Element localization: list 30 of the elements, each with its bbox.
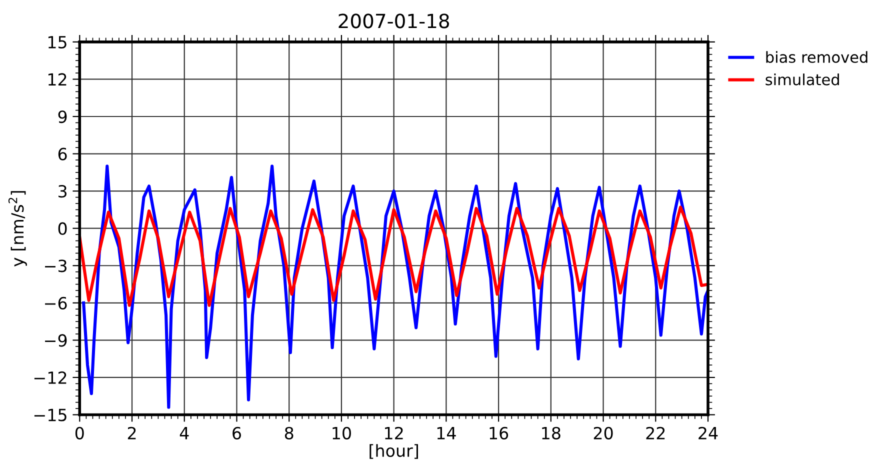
- y-tick-label: −6: [45, 296, 67, 310]
- legend-label: simulated: [766, 74, 839, 86]
- x-tick-label: 16: [490, 426, 508, 440]
- x-tick-label: 24: [698, 426, 718, 440]
- x-tick-label: 10: [332, 426, 351, 440]
- x-tick-label: 6: [232, 426, 241, 440]
- y-tick-label: −15: [34, 408, 66, 422]
- x-tick-label: 12: [385, 426, 403, 440]
- x-tick-label: 20: [594, 426, 613, 440]
- y-tick-label: 6: [58, 148, 67, 160]
- y-axis-title: y [nm/s$^{2}$]: [8, 191, 27, 267]
- x-tick-label: 2: [128, 426, 136, 440]
- y-tick-label: 9: [58, 110, 67, 124]
- y-tick-label: 12: [48, 73, 66, 86]
- y-tick-label: −3: [45, 260, 67, 272]
- y-tick-label: −9: [45, 334, 67, 347]
- x-tick-label: 14: [437, 427, 456, 440]
- x-axis-title: [hour]: [370, 444, 418, 459]
- x-tick-label: 22: [646, 426, 665, 440]
- chart-title: 2007-01-18: [338, 14, 449, 28]
- legend-label: bias removed: [766, 51, 868, 63]
- y-tick-label: 15: [48, 36, 66, 49]
- x-tick-label: 18: [542, 426, 560, 440]
- x-tick-label: 4: [180, 427, 189, 440]
- y-tick-label: 3: [58, 185, 67, 198]
- x-tick-label: 8: [284, 426, 294, 440]
- y-tick-label: −12: [34, 371, 66, 384]
- line-series: [80, 206, 708, 307]
- y-tick-label: 0: [58, 222, 67, 235]
- x-tick-label: 0: [75, 426, 84, 440]
